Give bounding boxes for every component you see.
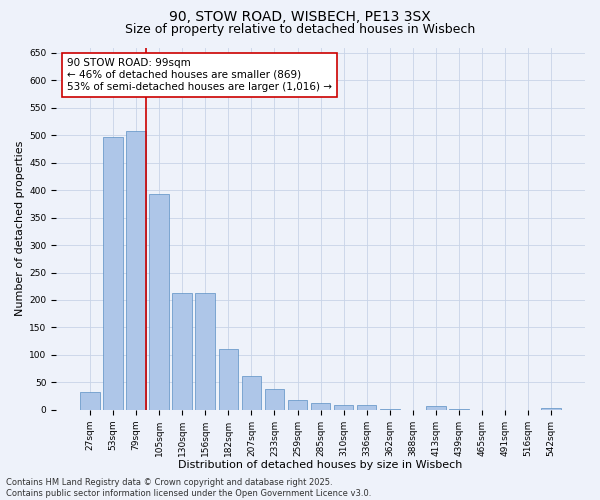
Text: Size of property relative to detached houses in Wisbech: Size of property relative to detached ho… <box>125 22 475 36</box>
Bar <box>103 137 123 409</box>
Bar <box>80 392 100 409</box>
Y-axis label: Number of detached properties: Number of detached properties <box>15 141 25 316</box>
Bar <box>311 402 331 409</box>
Bar <box>288 400 307 409</box>
Bar <box>334 405 353 409</box>
Text: 90, STOW ROAD, WISBECH, PE13 3SX: 90, STOW ROAD, WISBECH, PE13 3SX <box>169 10 431 24</box>
Bar <box>265 390 284 409</box>
Bar <box>357 405 376 409</box>
Bar <box>242 376 261 410</box>
Bar <box>172 293 192 410</box>
X-axis label: Distribution of detached houses by size in Wisbech: Distribution of detached houses by size … <box>178 460 463 470</box>
Text: 90 STOW ROAD: 99sqm
← 46% of detached houses are smaller (869)
53% of semi-detac: 90 STOW ROAD: 99sqm ← 46% of detached ho… <box>67 58 332 92</box>
Text: Contains HM Land Registry data © Crown copyright and database right 2025.
Contai: Contains HM Land Registry data © Crown c… <box>6 478 371 498</box>
Bar <box>149 194 169 410</box>
Bar <box>426 406 446 409</box>
Bar <box>541 408 561 410</box>
Bar <box>196 294 215 410</box>
Bar <box>126 131 146 409</box>
Bar <box>380 409 400 410</box>
Bar <box>449 409 469 410</box>
Bar <box>218 350 238 410</box>
